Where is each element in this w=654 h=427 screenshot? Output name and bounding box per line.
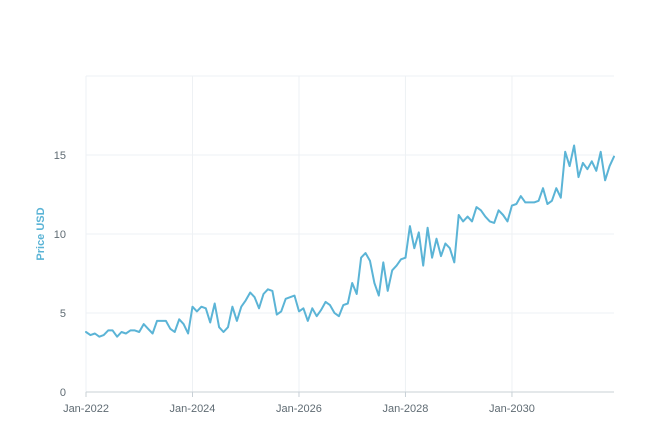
series-line bbox=[85, 144, 615, 338]
y-tick-label: 5 bbox=[60, 308, 66, 320]
x-tick-label: Jan-2028 bbox=[383, 403, 429, 415]
grid bbox=[85, 75, 614, 393]
y-tick-label: 10 bbox=[54, 229, 66, 241]
x-tick-label: Jan-2030 bbox=[489, 403, 535, 415]
x-tick-label: Jan-2022 bbox=[63, 403, 109, 415]
y-tick-label: 15 bbox=[54, 150, 66, 162]
axes bbox=[85, 391, 614, 397]
series-layer bbox=[85, 144, 615, 338]
y-axis-label: Price USD bbox=[35, 207, 47, 260]
x-tick-label: Jan-2024 bbox=[170, 403, 216, 415]
x-tick-label: Jan-2026 bbox=[276, 403, 322, 415]
y-tick-label: 0 bbox=[60, 387, 66, 399]
tick-labels: 0 5 10 15 Jan-2022 Jan-2024 Jan-2026 Jan-2028 Ja… bbox=[54, 150, 535, 415]
